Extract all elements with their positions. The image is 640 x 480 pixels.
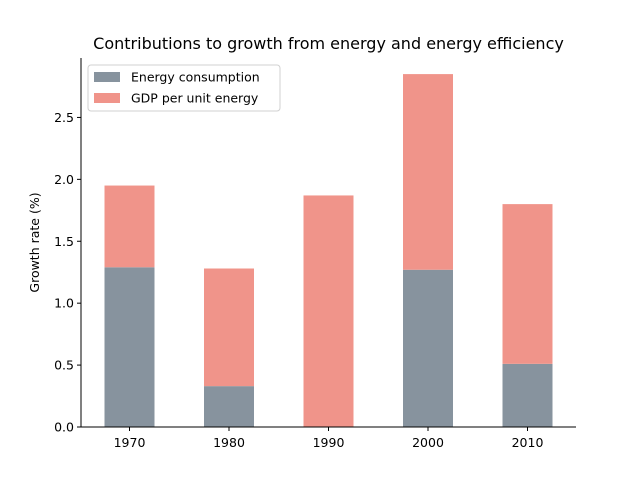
legend-swatch [94, 72, 120, 82]
x-tick-label: 2000 [412, 435, 444, 450]
bar-1980-gdp-per-unit-energy [204, 268, 254, 387]
bar-2000-energy-consumption [403, 269, 453, 427]
legend-label: GDP per unit energy [131, 91, 259, 106]
bar-1980-energy-consumption [204, 386, 254, 427]
y-tick-label: 1.0 [54, 296, 74, 311]
bar-2000-gdp-per-unit-energy [403, 74, 453, 270]
y-tick-label: 2.5 [54, 110, 74, 125]
chart-title: Contributions to growth from energy and … [93, 34, 564, 53]
legend-box [87, 64, 281, 112]
y-tick-label: 2.0 [54, 172, 74, 187]
legend: Energy consumption GDP per unit energy [87, 64, 281, 112]
legend-swatch [94, 93, 120, 103]
y-tick-label: 1.5 [54, 234, 74, 249]
y-tick-label: 0.0 [54, 420, 74, 435]
x-tick-label: 1980 [213, 435, 245, 450]
bars-group [104, 74, 553, 427]
x-tick-label: 1990 [313, 435, 345, 450]
bar-2010-energy-consumption [502, 363, 553, 427]
bar-1970-gdp-per-unit-energy [104, 185, 155, 268]
x-tick-label: 1970 [114, 435, 146, 450]
bar-2010-gdp-per-unit-energy [502, 204, 553, 364]
legend-label: Energy consumption [131, 70, 260, 85]
axes-group: 0.0 0.5 1.0 1.5 2.0 2.5 1970 1980 1990 2000 2010 [54, 58, 576, 450]
y-tick-label: 0.5 [54, 358, 74, 373]
x-tick-label: 2010 [512, 435, 544, 450]
bar-1990-gdp-per-unit-energy [303, 195, 354, 427]
y-axis-label: Growth rate (%) [27, 192, 42, 292]
bar-1970-energy-consumption [104, 267, 155, 427]
